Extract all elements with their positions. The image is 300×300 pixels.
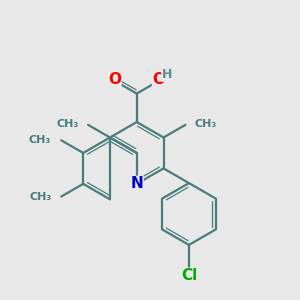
Text: O: O bbox=[108, 72, 121, 87]
Text: CH₃: CH₃ bbox=[195, 119, 217, 129]
Text: CH₃: CH₃ bbox=[29, 135, 51, 145]
Text: Cl: Cl bbox=[181, 268, 197, 283]
Text: CH₃: CH₃ bbox=[56, 119, 78, 129]
Text: O: O bbox=[153, 72, 166, 87]
Text: H: H bbox=[162, 68, 172, 81]
Text: N: N bbox=[130, 176, 143, 191]
Text: CH₃: CH₃ bbox=[29, 192, 52, 202]
